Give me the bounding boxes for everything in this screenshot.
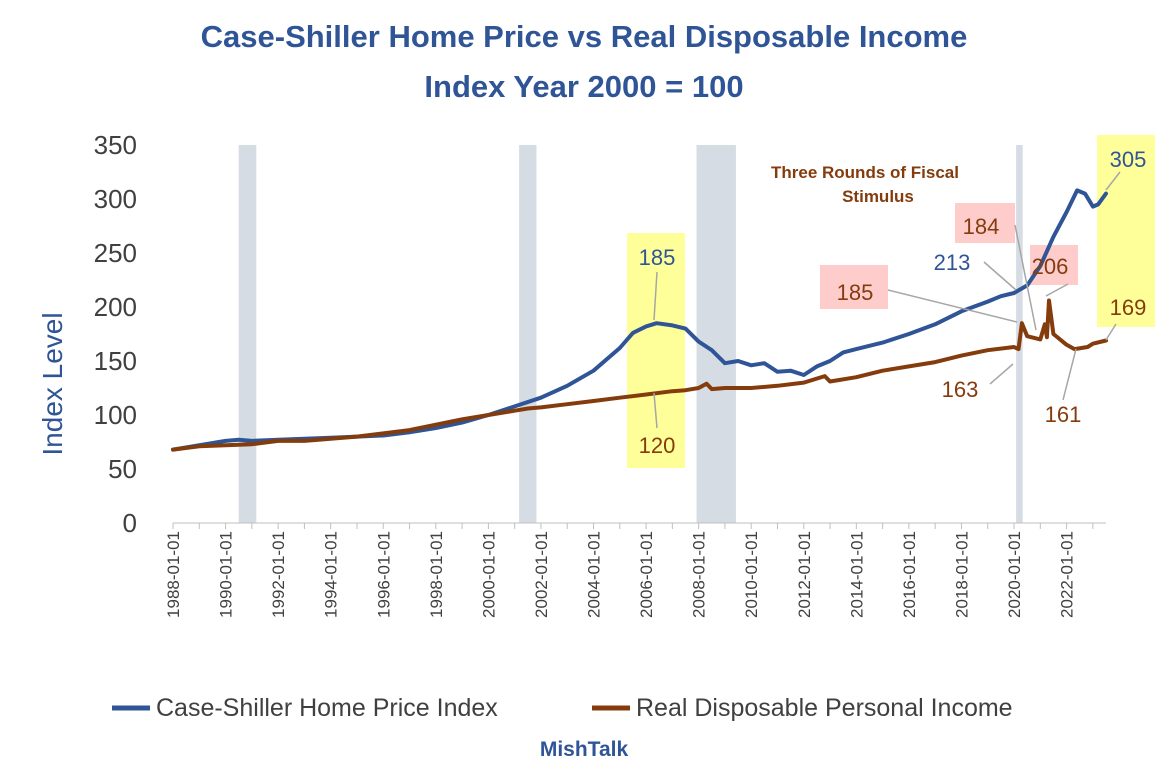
- watermark: MishTalk: [540, 738, 629, 761]
- highlight-184: [955, 203, 1015, 243]
- y-tick-label: 350: [94, 130, 137, 160]
- highlight-2006: [627, 233, 685, 468]
- annotation-leader-1: [653, 271, 658, 321]
- annotation-label-2: 213: [934, 250, 971, 275]
- highlight-185-income: [820, 265, 888, 309]
- annotation-label-5: 184: [963, 214, 1000, 239]
- legend-label-income: Real Disposable Personal Income: [636, 694, 1013, 722]
- recession-band-0: [238, 145, 257, 523]
- annotation-leader-3: [653, 392, 658, 429]
- x-tick-label: 2020-01-01: [1005, 531, 1024, 618]
- annotation-leader-4: [887, 289, 1018, 323]
- x-tick-label: 2000-01-01: [479, 531, 498, 618]
- x-tick-label: 2016-01-01: [900, 531, 919, 618]
- recession-band-2: [696, 145, 736, 523]
- series-line-income: [171, 298, 1108, 452]
- annotation-leader-2: [983, 261, 1017, 291]
- recession-band-1: [519, 145, 537, 523]
- x-tick-label: 2010-01-01: [742, 531, 761, 618]
- y-tick-label: 300: [94, 184, 137, 214]
- annotation-label-3: 120: [639, 433, 676, 458]
- y-tick-label: 250: [94, 238, 137, 268]
- annotation-leader-9: [1105, 323, 1117, 341]
- x-axis: 1988-01-01 1990-01-01 1992-01-01 1994-01-01…: [164, 522, 1106, 618]
- annotations: 305 185 213 120 185 184 206 163 161 169: [639, 147, 1147, 458]
- chart-title: Case-Shiller Home Price vs Real Disposab…: [201, 19, 968, 54]
- x-tick-label: 2018-01-01: [952, 531, 971, 618]
- annotation-label-6: 206: [1032, 254, 1069, 279]
- annotation-leader-6: [1045, 283, 1069, 297]
- x-tick-label: 2022-01-01: [1058, 531, 1077, 618]
- x-tick-label: 1996-01-01: [374, 531, 393, 618]
- x-tick-label: 2014-01-01: [847, 531, 866, 618]
- y-tick-label: 100: [94, 400, 137, 430]
- annotation-leader-5: [1014, 224, 1037, 331]
- annotation-label-4: 185: [837, 280, 874, 305]
- legend-label-home-price: Case-Shiller Home Price Index: [156, 694, 498, 722]
- y-axis: 0 50 100 150 200 250 300 350: [94, 130, 137, 538]
- x-tick-label: 2008-01-01: [690, 531, 709, 618]
- annotation-leader-0: [1105, 171, 1121, 191]
- annotation-label-9: 169: [1110, 295, 1147, 320]
- highlight-boxes: [627, 135, 1155, 468]
- y-tick-label: 150: [94, 346, 137, 376]
- y-tick-label: 0: [123, 508, 137, 538]
- stimulus-note-line-1: Three Rounds of Fiscal: [771, 163, 959, 182]
- annotation-leader-8: [1062, 348, 1077, 401]
- x-tick-label: 2004-01-01: [585, 531, 604, 618]
- annotation-label-0: 305: [1110, 147, 1147, 172]
- annotation-leader-7: [989, 363, 1014, 385]
- x-tick-label: 1998-01-01: [427, 531, 446, 618]
- x-tick-label: 1992-01-01: [269, 531, 288, 618]
- x-tick-label: 2006-01-01: [637, 531, 656, 618]
- y-axis-label: Index Level: [37, 312, 68, 455]
- x-tick-label: 2002-01-01: [532, 531, 551, 618]
- y-tick-label: 200: [94, 292, 137, 322]
- x-tick-label: 1990-01-01: [217, 531, 236, 618]
- y-tick-label: 50: [108, 454, 137, 484]
- x-tick-label: 2012-01-01: [795, 531, 814, 618]
- x-tick-label: 1988-01-01: [164, 531, 183, 618]
- highlight-2023: [1097, 135, 1155, 327]
- stimulus-note-line-2: Stimulus: [842, 187, 914, 206]
- highlight-206: [1030, 245, 1078, 285]
- annotation-label-8: 161: [1045, 402, 1082, 427]
- legend: Case-Shiller Home Price Index Real Dispo…: [112, 694, 1013, 722]
- chart-subtitle: Index Year 2000 = 100: [424, 69, 743, 104]
- series-lines: [171, 188, 1108, 452]
- annotation-label-1: 185: [639, 245, 676, 270]
- annotation-label-7: 163: [942, 377, 979, 402]
- x-tick-label: 1994-01-01: [322, 531, 341, 618]
